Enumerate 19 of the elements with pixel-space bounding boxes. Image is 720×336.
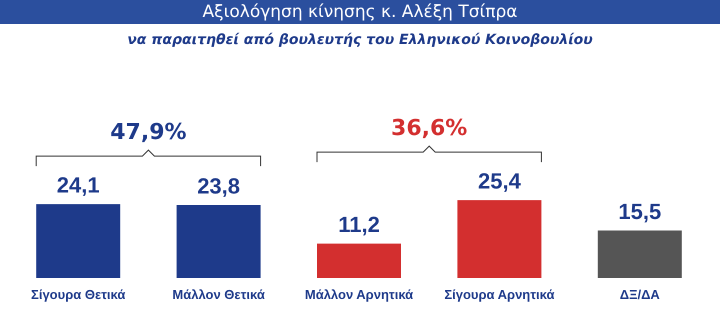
text: 47,9% — [110, 120, 187, 146]
text: 36,6% — [391, 116, 468, 142]
chart-title: Αξιολόγηση κίνησης κ. Αλέξη Τσίπρα — [0, 0, 720, 24]
x-tick-label: Σίγουρα Αρνητικά — [444, 287, 554, 302]
data-label: 24,1 — [56, 172, 100, 198]
bar — [598, 230, 682, 278]
data-label: 15,5 — [618, 198, 662, 224]
data-label: 25,4 — [478, 168, 522, 194]
x-tick-label: Μάλλον Αρνητικά — [304, 287, 414, 302]
x-tick-label: ΔΞ/ΔΑ — [620, 287, 660, 302]
bar — [457, 200, 542, 278]
bar — [317, 244, 401, 278]
x-tick-label: Μάλλον Θετικά — [172, 287, 265, 302]
bar — [36, 204, 120, 278]
data-label: 11,2 — [338, 212, 380, 238]
chart-subtitle: να παραιτηθεί από βουλευτής του Ελληνικού Κοινοβουλίου — [126, 32, 594, 48]
bar — [176, 205, 261, 278]
data-label: 23,8 — [197, 174, 240, 199]
x-tick-label: Σίγουρα Θετικά — [31, 287, 126, 302]
